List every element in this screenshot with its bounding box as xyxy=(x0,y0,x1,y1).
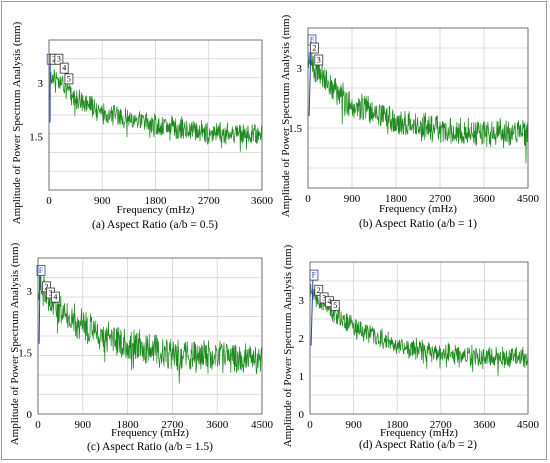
peak-marker-label: F xyxy=(310,36,315,45)
y-tick-label: 3 xyxy=(297,63,303,75)
y-tick-label: 1.5 xyxy=(29,131,43,143)
x-tick-label: 2700 xyxy=(161,419,184,431)
panel-caption: (a) Aspect Ratio (a/b = 0.5) xyxy=(92,219,218,231)
peak-marker-label: 4 xyxy=(327,297,331,306)
peak-marker-box xyxy=(314,54,324,66)
y-tick-label: 2 xyxy=(299,333,305,345)
peak-marker-box xyxy=(64,73,74,85)
x-tick-label: 0 xyxy=(305,193,311,205)
y-tick-label: 1 xyxy=(299,371,305,383)
axes-frame xyxy=(309,261,529,415)
peak-marker-label: 2 xyxy=(52,55,56,64)
peak-marker-label: 4 xyxy=(62,64,66,73)
peak-marker-label: 4 xyxy=(53,293,57,302)
y-axis-label: Amplitude of Power Spectrum Analysis (mm… xyxy=(9,242,21,445)
y-axis-label: Amplitude of Power Spectrum Analysis (mm… xyxy=(280,14,292,217)
axes-frame xyxy=(307,27,529,189)
y-axis-label: Amplitude of Power Spectrum Analysis (mm… xyxy=(11,21,23,224)
y-tick-label: 1.5 xyxy=(18,347,32,359)
x-tick-label: 900 xyxy=(94,195,111,207)
peak-marker-label: F xyxy=(312,271,317,280)
peak-marker-label: 5 xyxy=(67,74,71,83)
panel-caption: (b) Aspect Ratio (a/b = 1) xyxy=(359,218,477,230)
peak-marker-label: 3 xyxy=(322,293,326,302)
peak-marker-label: 3 xyxy=(317,56,321,65)
peak-marker-label: 2 xyxy=(44,282,48,291)
y-tick-label: 1.5 xyxy=(288,123,302,135)
spectrum-series xyxy=(37,270,263,384)
x-tick-label: 3600 xyxy=(206,419,229,431)
x-tick-label: 900 xyxy=(345,419,362,431)
panel-caption: (d) Aspect Ratio (a/b = 2) xyxy=(359,439,477,451)
x-tick-label: 900 xyxy=(344,193,361,205)
x-axis-label: Frequency (mHz) xyxy=(117,204,195,216)
x-tick-label: 3600 xyxy=(473,193,496,205)
panel-caption: (c) Aspect Ratio (a/b = 1.5) xyxy=(87,441,213,453)
peak-marker-box xyxy=(51,291,60,303)
y-tick-label: 0 xyxy=(299,409,305,421)
fundamental-spike xyxy=(38,274,41,344)
fundamental-spike xyxy=(308,43,312,117)
x-tick-label: 3600 xyxy=(473,419,496,431)
y-tick-label: 3 xyxy=(299,295,305,307)
fundamental-spike xyxy=(310,279,314,346)
x-tick-label: 2700 xyxy=(429,193,452,205)
x-tick-label: 4500 xyxy=(251,419,274,431)
x-axis-label: Frequency (mHz) xyxy=(111,427,189,439)
x-tick-label: 3600 xyxy=(251,195,274,207)
x-tick-label: 0 xyxy=(35,419,41,431)
x-tick-label: 2700 xyxy=(430,419,453,431)
y-tick-label: 0 xyxy=(27,409,33,421)
peak-marker-label: 3 xyxy=(57,55,61,64)
x-tick-label: 0 xyxy=(307,419,313,431)
x-tick-label: 900 xyxy=(75,419,92,431)
x-axis-label: Frequency (mHz) xyxy=(379,203,457,215)
peak-marker-box xyxy=(36,265,46,276)
x-tick-label: 2700 xyxy=(198,195,221,207)
x-tick-label: 1800 xyxy=(385,193,408,205)
x-tick-label: 1800 xyxy=(145,195,168,207)
y-axis-label: Amplitude of Power Spectrum Analysis (mm… xyxy=(282,244,294,447)
peak-marker-box xyxy=(314,284,324,296)
spectrum-series xyxy=(307,51,529,164)
x-tick-label: 1800 xyxy=(117,419,140,431)
peak-marker-box xyxy=(309,42,319,54)
x-tick-label: 1800 xyxy=(386,419,409,431)
y-tick-label: 3 xyxy=(38,78,44,90)
x-axis-label: Frequency (mHz) xyxy=(380,427,458,439)
peak-marker-box xyxy=(330,300,340,311)
peak-marker-label: F xyxy=(39,266,44,275)
axes-frame xyxy=(37,257,263,415)
peak-marker-label: 2 xyxy=(317,286,321,295)
x-tick-label: 4500 xyxy=(517,193,540,205)
peak-marker-label: 2 xyxy=(312,44,316,53)
x-tick-label: 0 xyxy=(46,195,52,207)
peak-marker-label: 3 xyxy=(48,289,52,298)
peak-marker-box xyxy=(54,53,64,65)
x-tick-label: 4500 xyxy=(517,419,540,431)
y-tick-label: 3 xyxy=(27,286,33,298)
peak-marker-label: 5 xyxy=(333,301,337,310)
spectrum-series xyxy=(309,283,529,377)
axes-frame xyxy=(48,39,263,191)
peak-marker-box xyxy=(59,62,69,74)
spectrum-series xyxy=(48,69,263,152)
